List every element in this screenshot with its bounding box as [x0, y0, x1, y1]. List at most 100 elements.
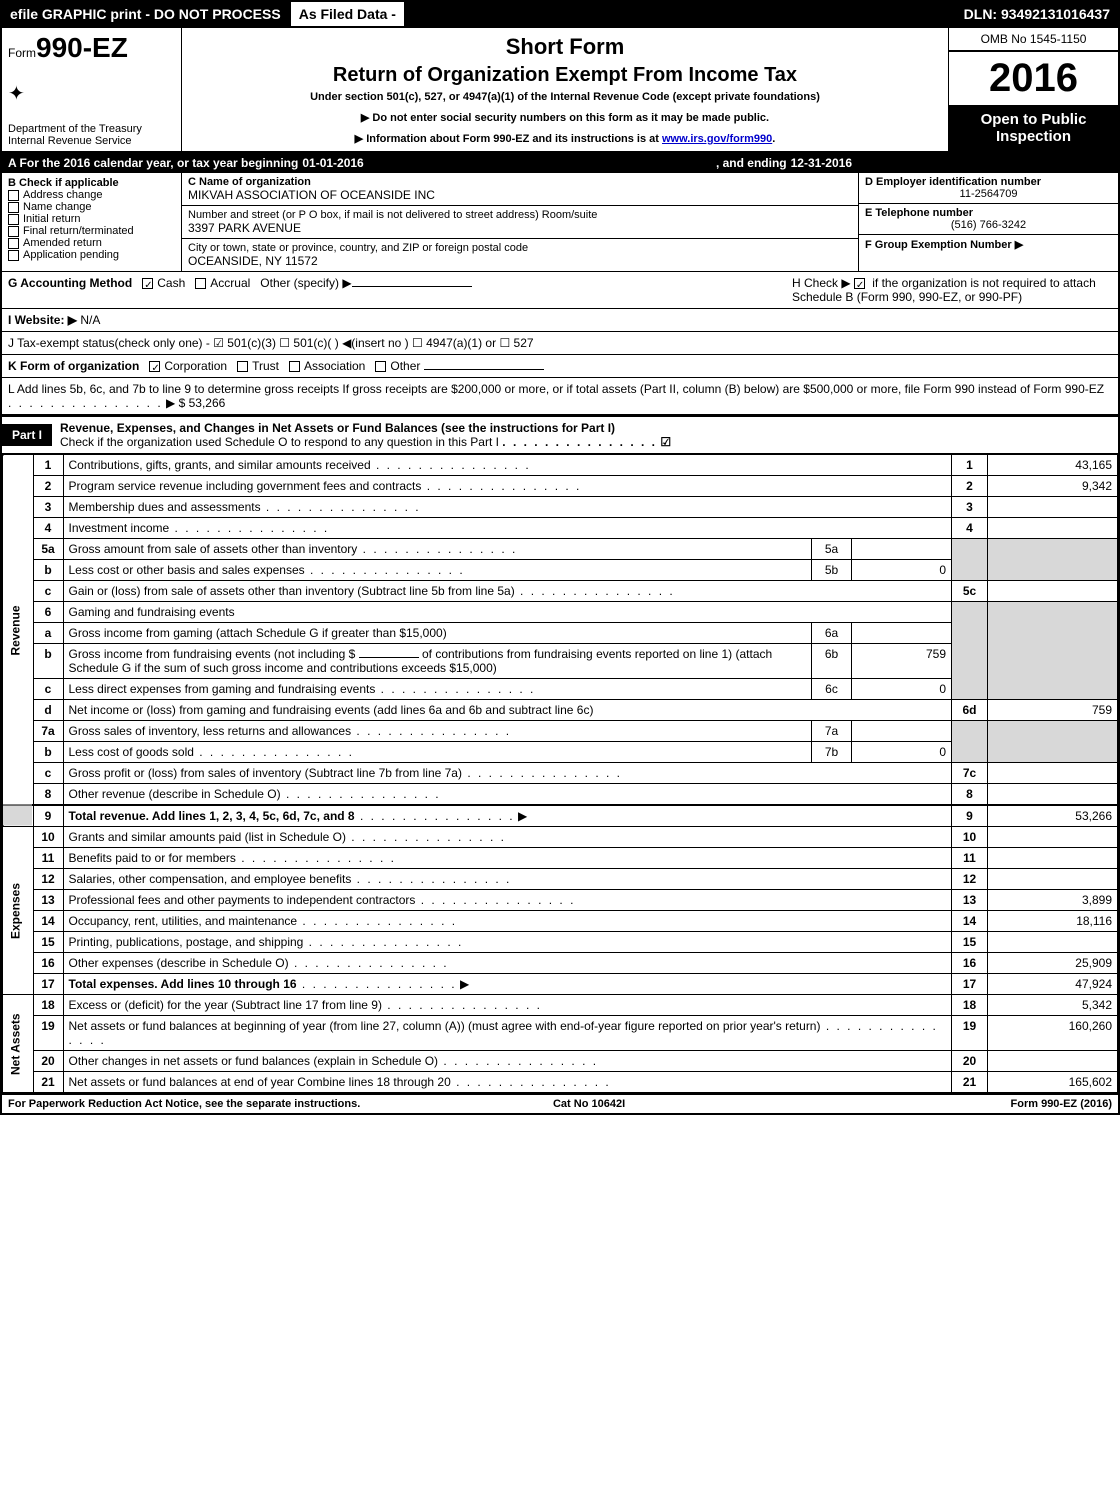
chk-association[interactable]	[289, 361, 300, 372]
line-desc: Net assets or fund balances at beginning…	[69, 1019, 821, 1033]
shade-amt	[988, 602, 1118, 700]
line-amt	[988, 518, 1118, 539]
line-desc: Total revenue. Add lines 1, 2, 3, 4, 5c,…	[69, 809, 355, 823]
open-line2: Inspection	[953, 128, 1114, 145]
chk-other-org[interactable]	[375, 361, 386, 372]
chk-address-change[interactable]: Address change	[8, 189, 175, 201]
line-num: c	[33, 581, 63, 602]
chk-final-return[interactable]: Final return/terminated	[8, 225, 175, 237]
mini-box: 5b	[812, 560, 852, 581]
chk-label: Application pending	[23, 249, 119, 261]
mini-amt: 0	[852, 560, 952, 581]
j-text: J Tax-exempt status(check only one) - ☑ …	[8, 336, 534, 350]
line-box: 17	[952, 974, 988, 995]
line-6a: a Gross income from gaming (attach Sched…	[3, 623, 1118, 644]
dots	[261, 500, 421, 514]
other-org-input[interactable]	[424, 369, 544, 370]
line-desc: Net income or (loss) from gaming and fun…	[63, 700, 952, 721]
line-6: 6 Gaming and fundraising events	[3, 602, 1118, 623]
line-desc: Other revenue (describe in Schedule O)	[69, 787, 281, 801]
dots	[305, 563, 465, 577]
part1-tag: Part I	[2, 424, 52, 446]
chk-label: Amended return	[23, 237, 102, 249]
line-desc: Gross sales of inventory, less returns a…	[69, 724, 352, 738]
dots	[382, 998, 542, 1012]
netassets-sidebar: Net Assets	[3, 995, 33, 1093]
street-address: 3397 PARK AVENUE	[188, 221, 852, 235]
chk-schedule-b[interactable]	[854, 278, 865, 289]
line-num: 20	[33, 1051, 63, 1072]
part1-check[interactable]: ☑	[660, 435, 671, 449]
paperwork-notice: For Paperwork Reduction Act Notice, see …	[8, 1098, 360, 1110]
c-city-cell: City or town, state or province, country…	[182, 239, 858, 271]
mini-amt	[852, 539, 952, 560]
line-desc: Net assets or fund balances at end of ye…	[69, 1075, 451, 1089]
contrib-amount-input[interactable]	[359, 657, 419, 658]
chk-amended-return[interactable]: Amended return	[8, 237, 175, 249]
line-box: 21	[952, 1072, 988, 1093]
line-7c: c Gross profit or (loss) from sales of i…	[3, 763, 1118, 784]
line-num: 6	[33, 602, 63, 623]
assoc-label: Association	[304, 359, 365, 373]
line-box: 15	[952, 932, 988, 953]
line-num: 19	[33, 1016, 63, 1051]
dots	[451, 1075, 611, 1089]
line-amt	[988, 784, 1118, 806]
chk-cash[interactable]	[142, 278, 153, 289]
line-box: 2	[952, 476, 988, 497]
form-990ez-page: efile GRAPHIC print - DO NOT PROCESS As …	[0, 0, 1120, 1115]
line-desc: Gross income from fundraising events (no…	[69, 647, 359, 661]
e-cell: E Telephone number (516) 766-3242	[859, 204, 1118, 235]
line-desc: Gross income from gaming (attach Schedul…	[63, 623, 812, 644]
line-num: 11	[33, 848, 63, 869]
line-desc: Excess or (deficit) for the year (Subtra…	[69, 998, 382, 1012]
mini-box: 6c	[812, 679, 852, 700]
chk-application-pending[interactable]: Application pending	[8, 249, 175, 261]
line-20: 20 Other changes in net assets or fund b…	[3, 1051, 1118, 1072]
dots	[415, 893, 575, 907]
line-11: 11 Benefits paid to or for members 11	[3, 848, 1118, 869]
line-box: 19	[952, 1016, 988, 1051]
line-num: 9	[33, 805, 63, 827]
mini-amt	[852, 721, 952, 742]
chk-name-change[interactable]: Name change	[8, 201, 175, 213]
line-6c: c Less direct expenses from gaming and f…	[3, 679, 1118, 700]
form-ref: Form 990-EZ (2016)	[1011, 1098, 1112, 1110]
f-cell: F Group Exemption Number ▶	[859, 235, 1118, 263]
ssn-warning: ▶ Do not enter social security numbers o…	[192, 111, 938, 124]
a-mid: , and ending	[716, 156, 787, 170]
chk-initial-return[interactable]: Initial return	[8, 213, 175, 225]
line-desc: Other changes in net assets or fund bala…	[69, 1054, 439, 1068]
mini-box: 5a	[812, 539, 852, 560]
cat-no: Cat No 10642I	[553, 1098, 625, 1110]
line-box: 12	[952, 869, 988, 890]
cash-label: Cash	[157, 276, 185, 290]
efile-seal-icon: ✦	[8, 81, 175, 106]
line-box: 4	[952, 518, 988, 539]
tax-year: 2016	[949, 52, 1118, 105]
form-prefix: Form	[8, 46, 36, 60]
arrow-icon: ▶	[518, 809, 527, 823]
line-desc: Other expenses (describe in Schedule O)	[69, 956, 289, 970]
chk-accrual[interactable]	[195, 278, 206, 289]
line-num: c	[33, 763, 63, 784]
irs-link[interactable]: www.irs.gov/form990	[662, 133, 772, 145]
line-6d: d Net income or (loss) from gaming and f…	[3, 700, 1118, 721]
line-desc: Gross profit or (loss) from sales of inv…	[69, 766, 462, 780]
chk-trust[interactable]	[237, 361, 248, 372]
under-section: Under section 501(c), 527, or 4947(a)(1)…	[192, 91, 938, 103]
revenue-sidebar: Revenue	[3, 455, 33, 806]
other-specify-input[interactable]	[352, 286, 472, 287]
line-13: 13 Professional fees and other payments …	[3, 890, 1118, 911]
corp-label: Corporation	[164, 359, 227, 373]
i-label: I Website: ▶	[8, 313, 77, 327]
mini-amt: 759	[852, 644, 952, 679]
line-box: 5c	[952, 581, 988, 602]
short-form-title: Short Form	[192, 34, 938, 60]
line-21: 21 Net assets or fund balances at end of…	[3, 1072, 1118, 1093]
chk-corporation[interactable]	[149, 361, 160, 372]
mini-box: 6b	[812, 644, 852, 679]
c-label: C Name of organization	[188, 176, 852, 188]
line-amt: 18,116	[988, 911, 1118, 932]
k-label: K Form of organization	[8, 359, 139, 373]
